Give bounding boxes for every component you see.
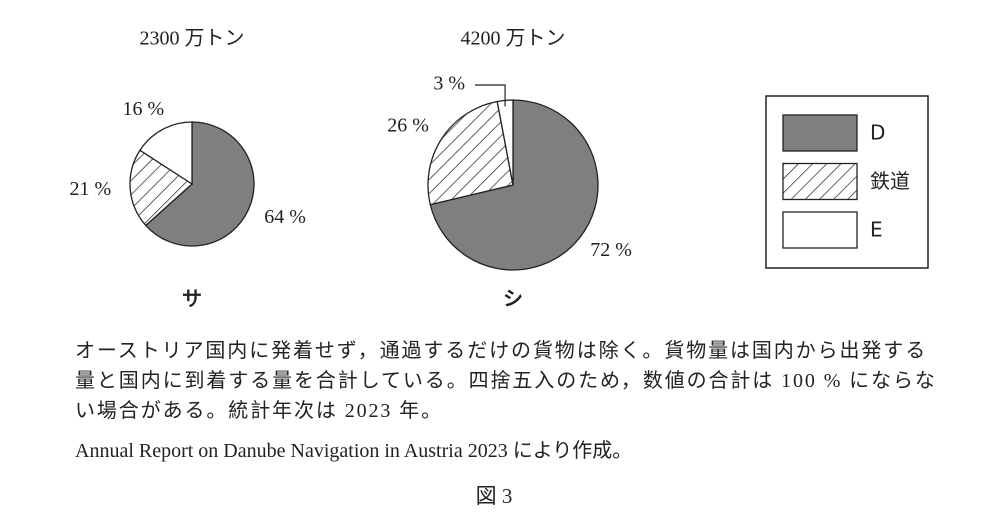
legend-label: E bbox=[870, 218, 883, 242]
value-label: 3 % bbox=[433, 73, 465, 95]
pie-slice bbox=[129, 149, 194, 227]
value-label: 21 % bbox=[69, 178, 111, 200]
note: オーストリア国内に発着せず，通過するだけの貨物は除く。貨物量は国内から出発する量… bbox=[75, 340, 937, 422]
legend-label: D bbox=[870, 121, 885, 145]
pie-label: シ bbox=[503, 287, 523, 311]
value-label: 16 % bbox=[122, 98, 164, 120]
pie-label: サ bbox=[182, 287, 202, 311]
pie-slice bbox=[139, 121, 193, 186]
value-label: 64 % bbox=[264, 206, 306, 228]
legend-swatch bbox=[782, 211, 858, 249]
value-label: 72 % bbox=[590, 239, 632, 261]
legend-box bbox=[765, 95, 929, 269]
pie-slice bbox=[429, 99, 599, 271]
legend-swatch bbox=[782, 162, 858, 201]
leader-line bbox=[475, 84, 506, 107]
legend-swatch bbox=[782, 114, 858, 152]
value-label: 26 % bbox=[387, 114, 429, 136]
pie-slice bbox=[427, 100, 514, 206]
legend-label: 鉄道 bbox=[870, 169, 910, 193]
pie-title: 4200 万トン bbox=[461, 28, 566, 50]
source: Annual Report on Danube Navigation in Au… bbox=[75, 440, 633, 462]
figure-label: 図 3 bbox=[475, 484, 513, 508]
pie-slice bbox=[144, 121, 255, 247]
pie-title: 2300 万トン bbox=[140, 28, 245, 50]
